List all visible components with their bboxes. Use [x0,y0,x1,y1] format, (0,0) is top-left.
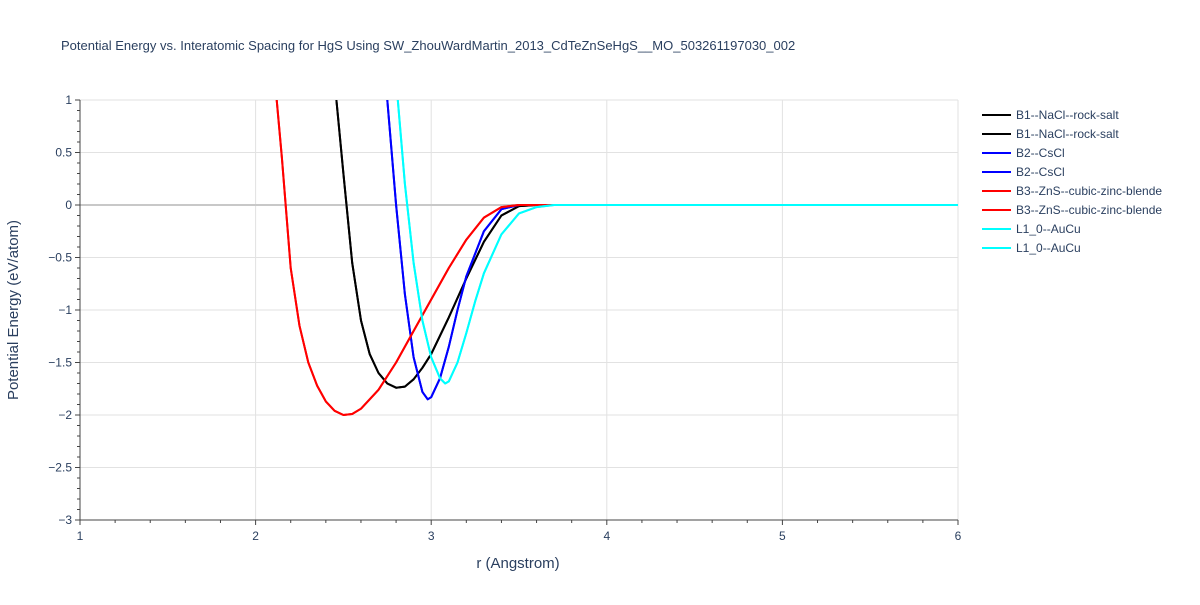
series-line-8 [396,100,958,385]
legend-label: B2--CsCl [1016,165,1065,179]
legend-item: B2--CsCl [982,165,1065,179]
y-tick-label: −1.5 [48,356,72,370]
legend-label: B1--NaCl--rock-salt [1016,127,1119,141]
legend-item: B3--ZnS--cubic-zinc-blende [982,184,1162,198]
legend-item: B3--ZnS--cubic-zinc-blende [982,203,1162,217]
legend: B1--NaCl--rock-salt B1--NaCl--rock-salt B2… [982,108,1162,255]
y-tick-label: −2 [58,408,72,422]
y-tick-label: −3 [58,513,72,527]
y-axis-title: Potential Energy (eV/atom) [5,220,22,400]
y-tick-label: 1 [65,93,72,107]
legend-label: L1_0--AuCu [1016,222,1081,236]
legend-item: B1--NaCl--rock-salt [982,108,1119,122]
x-tick-label: 3 [428,529,435,543]
series-line-1 [335,100,958,389]
y-tick-label: 0 [65,198,72,212]
legend-label: B2--CsCl [1016,146,1065,160]
series-line-6 [275,100,958,416]
legend-item: B2--CsCl [982,146,1065,160]
chart-title: Potential Energy vs. Interatomic Spacing… [61,38,795,53]
series-layer [275,100,958,416]
legend-item: B1--NaCl--rock-salt [982,127,1119,141]
x-axis-title: r (Angstrom) [476,555,559,572]
x-tick-label: 2 [252,529,259,543]
legend-label: B3--ZnS--cubic-zinc-blende [1016,184,1162,198]
legend-item: L1_0--AuCu [982,241,1081,255]
legend-item: L1_0--AuCu [982,222,1081,236]
axis-layer: 1 2 3 4 5 6 1 0.5 0 −0.5 −1 −1.5 −2 −2.5 −3 [48,93,961,543]
grid-layer [79,99,959,521]
x-tick-label: 5 [779,529,786,543]
y-tick-label: −2.5 [48,461,72,475]
y-tick-label: −1 [58,303,72,317]
y-tick-label: −0.5 [48,251,72,265]
series-line-4 [386,100,958,401]
legend-label: L1_0--AuCu [1016,241,1081,255]
x-tick-label: 1 [77,529,84,543]
legend-label: B1--NaCl--rock-salt [1016,108,1119,122]
x-tick-label: 4 [603,529,610,543]
x-tick-label: 6 [955,529,962,543]
legend-label: B3--ZnS--cubic-zinc-blende [1016,203,1162,217]
y-tick-label: 0.5 [55,146,72,160]
series-line-3 [386,100,958,401]
series-line-2 [335,100,958,389]
series-line-7 [396,100,958,385]
